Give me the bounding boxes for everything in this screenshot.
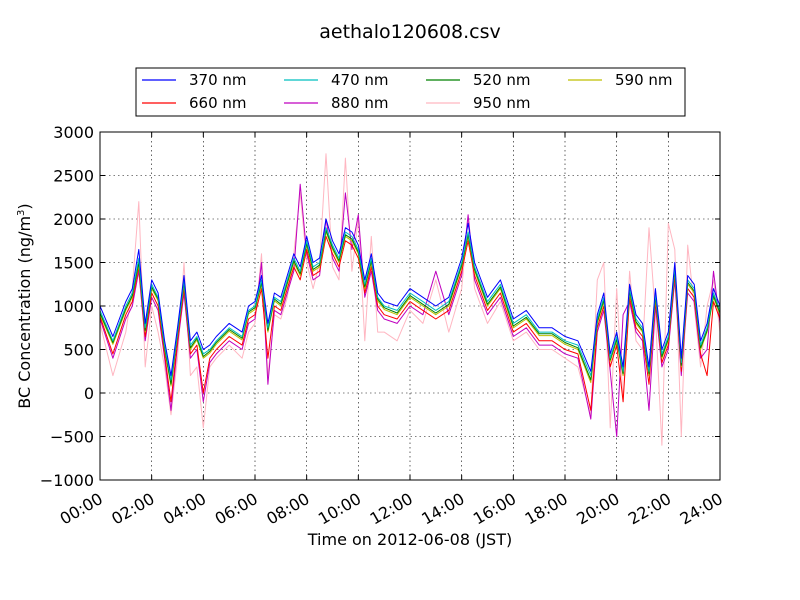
- y-axis-label-end: ): [15, 203, 34, 209]
- y-tick-label: 500: [63, 341, 94, 360]
- y-tick-label: −1000: [40, 471, 94, 490]
- legend-label: 590 nm: [615, 71, 673, 89]
- y-tick-label: 1500: [53, 254, 94, 273]
- y-tick-label: 3000: [53, 123, 94, 142]
- series-group: [99, 153, 721, 446]
- axis-ticks: [99, 131, 721, 481]
- series-line-660-nm: [99, 235, 721, 411]
- y-tick-label: 0: [84, 384, 94, 403]
- y-axis-label-main: BC Concentration (ng/m: [15, 216, 34, 409]
- y-tick-labels: −1000 −500 0 500 1000 1500 2000 2500 3000: [40, 123, 94, 490]
- legend-label: 370 nm: [189, 71, 247, 89]
- legend-label: 520 nm: [473, 71, 531, 89]
- series-line-470-nm: [99, 227, 721, 381]
- legend-label: 660 nm: [189, 94, 247, 112]
- chart-title: aethalo120608.csv: [319, 21, 501, 43]
- legend-frame: [135, 67, 686, 117]
- series-line-880-nm: [99, 183, 721, 437]
- legend-label: 950 nm: [473, 94, 531, 112]
- y-tick-label: 2500: [53, 167, 94, 186]
- legend: 370 nm 470 nm 520 nm 590 nm 660 nm 880 nm 950 …: [135, 67, 686, 117]
- y-axis-label: BC Concentration (ng/m3): [15, 203, 34, 408]
- y-tick-label: 1000: [53, 297, 94, 316]
- y-tick-label: 2000: [53, 210, 94, 229]
- legend-label: 880 nm: [331, 94, 389, 112]
- x-axis-label: Time on 2012-06-08 (JST): [307, 530, 512, 549]
- y-axis-label-sup: 3: [16, 210, 27, 216]
- y-tick-label: −500: [50, 428, 94, 447]
- series-line-370-nm: [99, 218, 721, 377]
- legend-label: 470 nm: [331, 71, 389, 89]
